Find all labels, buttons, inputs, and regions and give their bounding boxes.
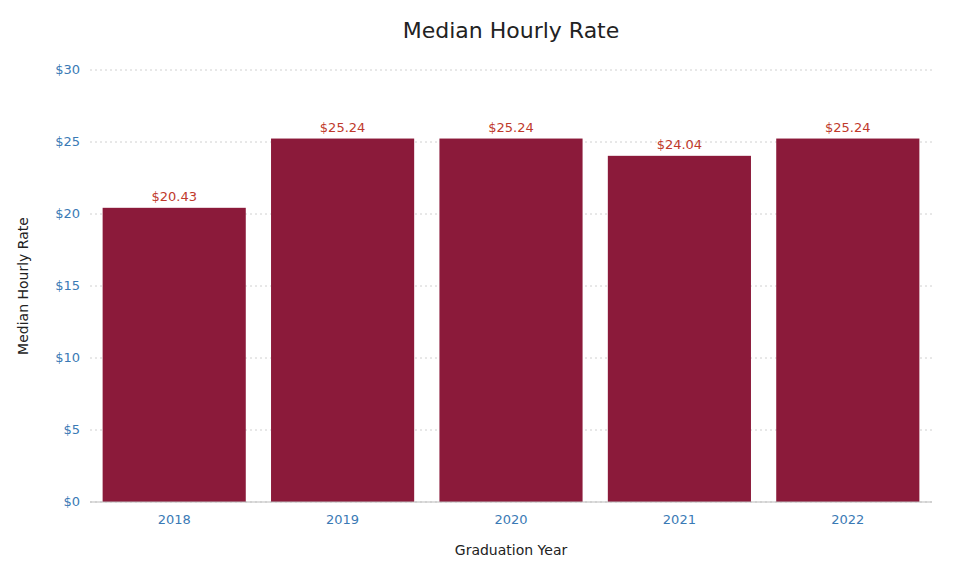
bar (608, 156, 751, 502)
bars (103, 139, 920, 502)
data-label: $24.04 (657, 137, 703, 152)
chart-container: $0 $5 $10 $15 $20 $25 $30 $20.43 $25.24 $25.24 $24… (0, 0, 957, 577)
y-axis-label: Median Hourly Rate (15, 217, 31, 355)
x-tick-label: 2022 (831, 512, 864, 527)
x-axis-line (90, 502, 932, 503)
bar (271, 139, 414, 502)
bar (439, 139, 582, 502)
y-tick-label: $0 (63, 494, 80, 509)
x-tick-label: 2019 (326, 512, 359, 527)
data-label: $25.24 (488, 120, 534, 135)
x-tick-label: 2018 (158, 512, 191, 527)
y-ticks: $0 $5 $10 $15 $20 $25 $30 (55, 62, 80, 509)
bar (103, 208, 246, 502)
data-label: $25.24 (825, 120, 871, 135)
y-tick-label: $10 (55, 350, 80, 365)
title: Median Hourly Rate (403, 18, 620, 43)
y-tick-label: $20 (55, 206, 80, 221)
chart-svg: $0 $5 $10 $15 $20 $25 $30 $20.43 $25.24 $25.24 $24… (0, 0, 957, 577)
data-label: $20.43 (151, 189, 197, 204)
y-tick-label: $25 (55, 134, 80, 149)
x-tick-label: 2020 (494, 512, 527, 527)
x-ticks: 2018 2019 2020 2021 2022 (158, 512, 865, 527)
bar (776, 139, 919, 502)
y-tick-label: $30 (55, 62, 80, 77)
x-tick-label: 2021 (663, 512, 696, 527)
data-labels: $20.43 $25.24 $25.24 $24.04 $25.24 (151, 120, 870, 204)
grid-line (90, 70, 932, 71)
y-tick-label: $15 (55, 278, 80, 293)
grid (90, 70, 932, 502)
data-label: $25.24 (320, 120, 366, 135)
grid-line (90, 502, 932, 503)
y-tick-label: $5 (63, 422, 80, 437)
page: {"chart_data": {"type": "bar", "title": … (0, 0, 957, 577)
x-axis-label: Graduation Year (455, 542, 568, 558)
